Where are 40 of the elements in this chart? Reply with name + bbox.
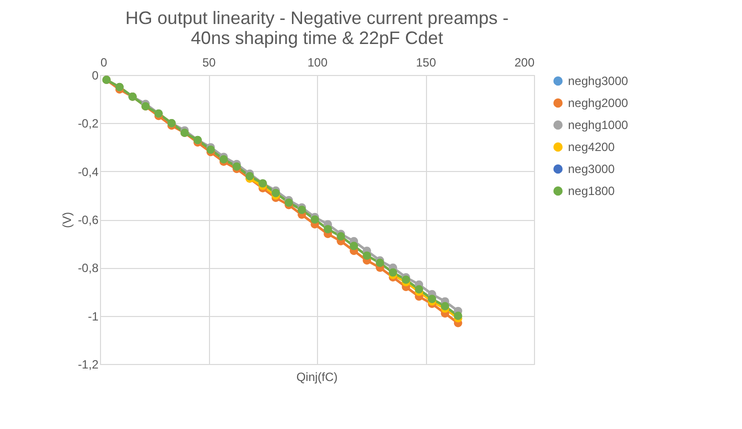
- x-tick-label: 200: [514, 56, 535, 70]
- point: [440, 302, 450, 310]
- x-tick-label: 0: [100, 56, 108, 70]
- y-tick-label: -0,8: [78, 261, 99, 276]
- point: [350, 242, 358, 250]
- y-tick-label: -1,2: [78, 358, 99, 372]
- point: [206, 145, 215, 154]
- legend-label: neg1800: [568, 184, 616, 198]
- point: [310, 215, 320, 224]
- point: [298, 206, 306, 214]
- legend-label: neghg1000: [568, 118, 628, 132]
- x-tick-label: 50: [202, 56, 216, 70]
- y-axis-title: (V): [60, 212, 74, 228]
- point: [232, 162, 241, 171]
- y-tick-label: 0: [92, 68, 99, 82]
- legend-label: neghg3000: [568, 74, 628, 88]
- point: [336, 232, 346, 241]
- point: [284, 198, 293, 207]
- point: [376, 258, 384, 268]
- x-tick-label: 150: [416, 56, 436, 70]
- y-tick-label: -0,6: [78, 213, 99, 227]
- legend-label: neghg2000: [568, 96, 628, 110]
- legend-label: neg3000: [568, 162, 616, 176]
- y-tick-label: -1: [88, 309, 99, 324]
- point: [414, 285, 424, 294]
- chart-title: HG output linearity - Negative current preamps - 40ns shaping time & 22pF Cdet: [125, 8, 509, 48]
- point: [246, 172, 254, 180]
- point: [272, 188, 280, 198]
- x-axis-title: Qinj(fC): [296, 370, 338, 384]
- point: [454, 312, 462, 320]
- y-tick-label: -0,2: [78, 116, 99, 131]
- point: [388, 268, 398, 277]
- point: [402, 276, 410, 284]
- point: [428, 294, 436, 304]
- y-tick-label: -0,4: [78, 164, 99, 179]
- point: [220, 155, 228, 164]
- point: [362, 251, 372, 260]
- x-tick-label: 100: [307, 56, 328, 70]
- legend-label: neg4200: [568, 140, 616, 154]
- point: [324, 224, 332, 234]
